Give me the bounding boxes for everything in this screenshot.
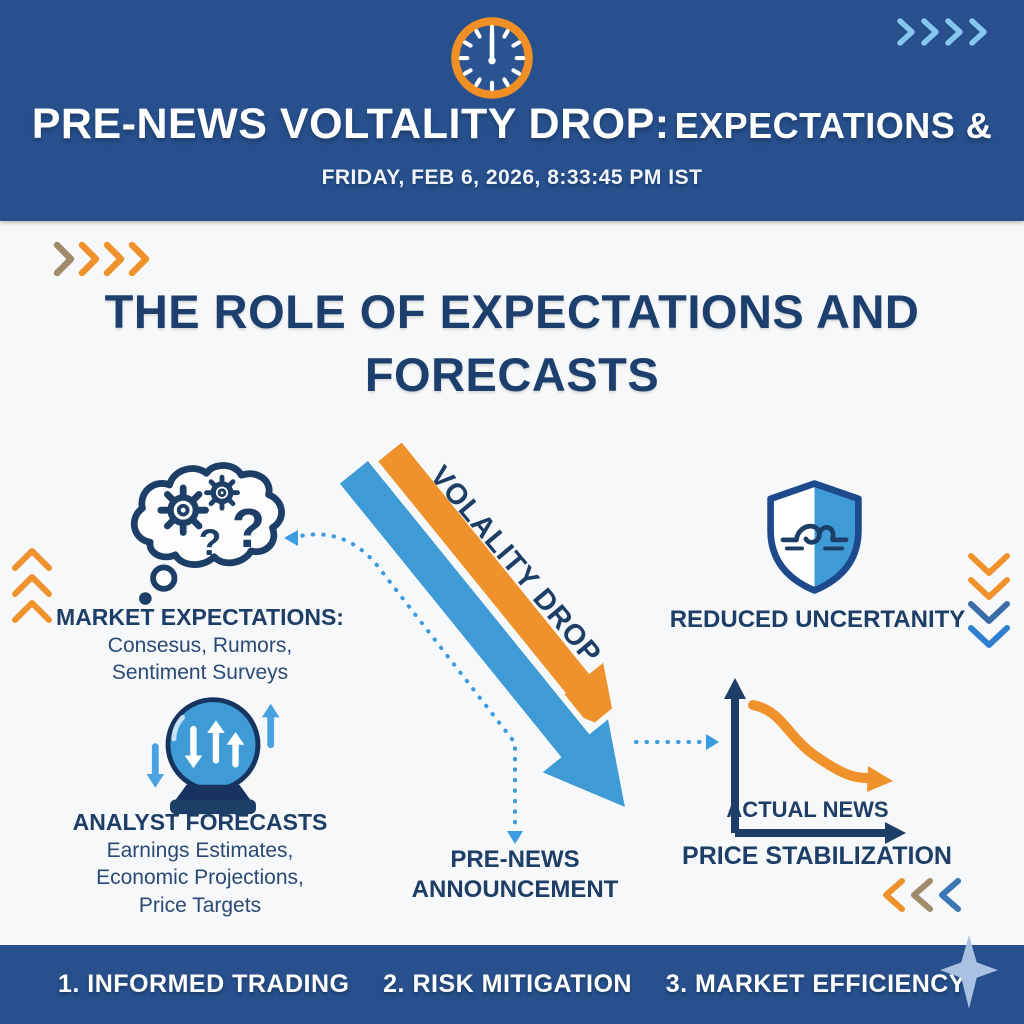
analyst-forecasts-block: ANALYST FORECASTS Earnings Estimates, Ec…: [30, 808, 370, 920]
footer-item-informed-trading: 1. INFORMED TRADING: [58, 970, 350, 998]
price-stabilization-chart-icon: [724, 678, 906, 844]
clock-icon: [451, 17, 533, 99]
crystal-ball-forecast-icon: [146, 697, 280, 815]
market-expectations-line: Sentiment Surveys: [111, 661, 289, 685]
page-title-main: PRE-NEWS VOLTALITY DROP:: [31, 100, 670, 148]
footer-item-risk-mitigation: 2. RISK MITIGATION: [383, 970, 632, 998]
analyst-forecasts-line: Earnings Estimates,: [106, 838, 294, 862]
header-banner: PRE-NEWS VOLTALITY DROP: EXPECTATIONS & …: [0, 0, 1024, 221]
price-stabilization-label: PRICE STABILIZATION: [682, 842, 952, 870]
chevrons-left-icon: [883, 878, 961, 912]
section-title: THE ROLE OF EXPECTATIONS AND FORECASTS: [104, 285, 920, 402]
market-expectations-block: MARKET EXPECTATIONS: Consesus, Rumors, S…: [30, 603, 370, 687]
footer-bar: 1. INFORMED TRADING 2. RISK MITIGATION 3…: [0, 935, 1024, 1024]
actual-news-label: ACTUAL NEWS: [726, 797, 889, 822]
datetime-label: FRIDAY, FEB 6, 2026, 8:33:45 PM IST: [321, 166, 703, 189]
footer-item-market-efficiency: 3. MARKET EFFICIENCY: [665, 970, 966, 998]
market-expectations-heading: MARKET EXPECTATIONS:: [56, 604, 344, 630]
shield-wave-icon: [767, 480, 862, 594]
arrowhead-down: [507, 831, 523, 844]
reduced-uncertainty-label: REDUCED UNCERTANITY: [669, 606, 966, 633]
arrowhead-left: [284, 530, 298, 546]
chevrons-right-icon: [897, 18, 987, 46]
question-mark-large: ?: [232, 498, 265, 559]
pre-news-line: ANNOUNCEMENT: [411, 876, 619, 903]
chevrons-up-icon: [12, 548, 52, 623]
orange-diagonal-arrow: [378, 442, 617, 732]
analyst-forecasts-line: Price Targets: [138, 894, 262, 918]
blue-diagonal-arrow: [331, 452, 633, 817]
pre-news-line: PRE-NEWS: [450, 846, 580, 873]
analyst-forecasts-heading: ANALYST FORECASTS: [72, 809, 328, 835]
market-expectations-line: Consesus, Rumors,: [107, 633, 293, 657]
arrowhead-right: [706, 734, 719, 750]
chevrons-down-icon: [968, 553, 1010, 648]
page-title-sub: EXPECTATIONS &: [674, 105, 993, 146]
page-title: PRE-NEWS VOLTALITY DROP: EXPECTATIONS &: [0, 100, 1024, 149]
sparkle-icon: [940, 935, 998, 1009]
chevrons-right-accent-icon: [53, 241, 150, 277]
analyst-forecasts-line: Economic Projections,: [96, 866, 304, 890]
pre-news-announcement-label: PRE-NEWS ANNOUNCEMENT: [375, 845, 655, 905]
question-mark-small: ?: [199, 522, 222, 563]
volatility-drop-arrow-icon: [284, 442, 719, 844]
dashed-connector-left: [290, 532, 517, 834]
declining-curve: [748, 700, 872, 783]
thought-bubble-gears-icon: ? ?: [130, 462, 285, 605]
